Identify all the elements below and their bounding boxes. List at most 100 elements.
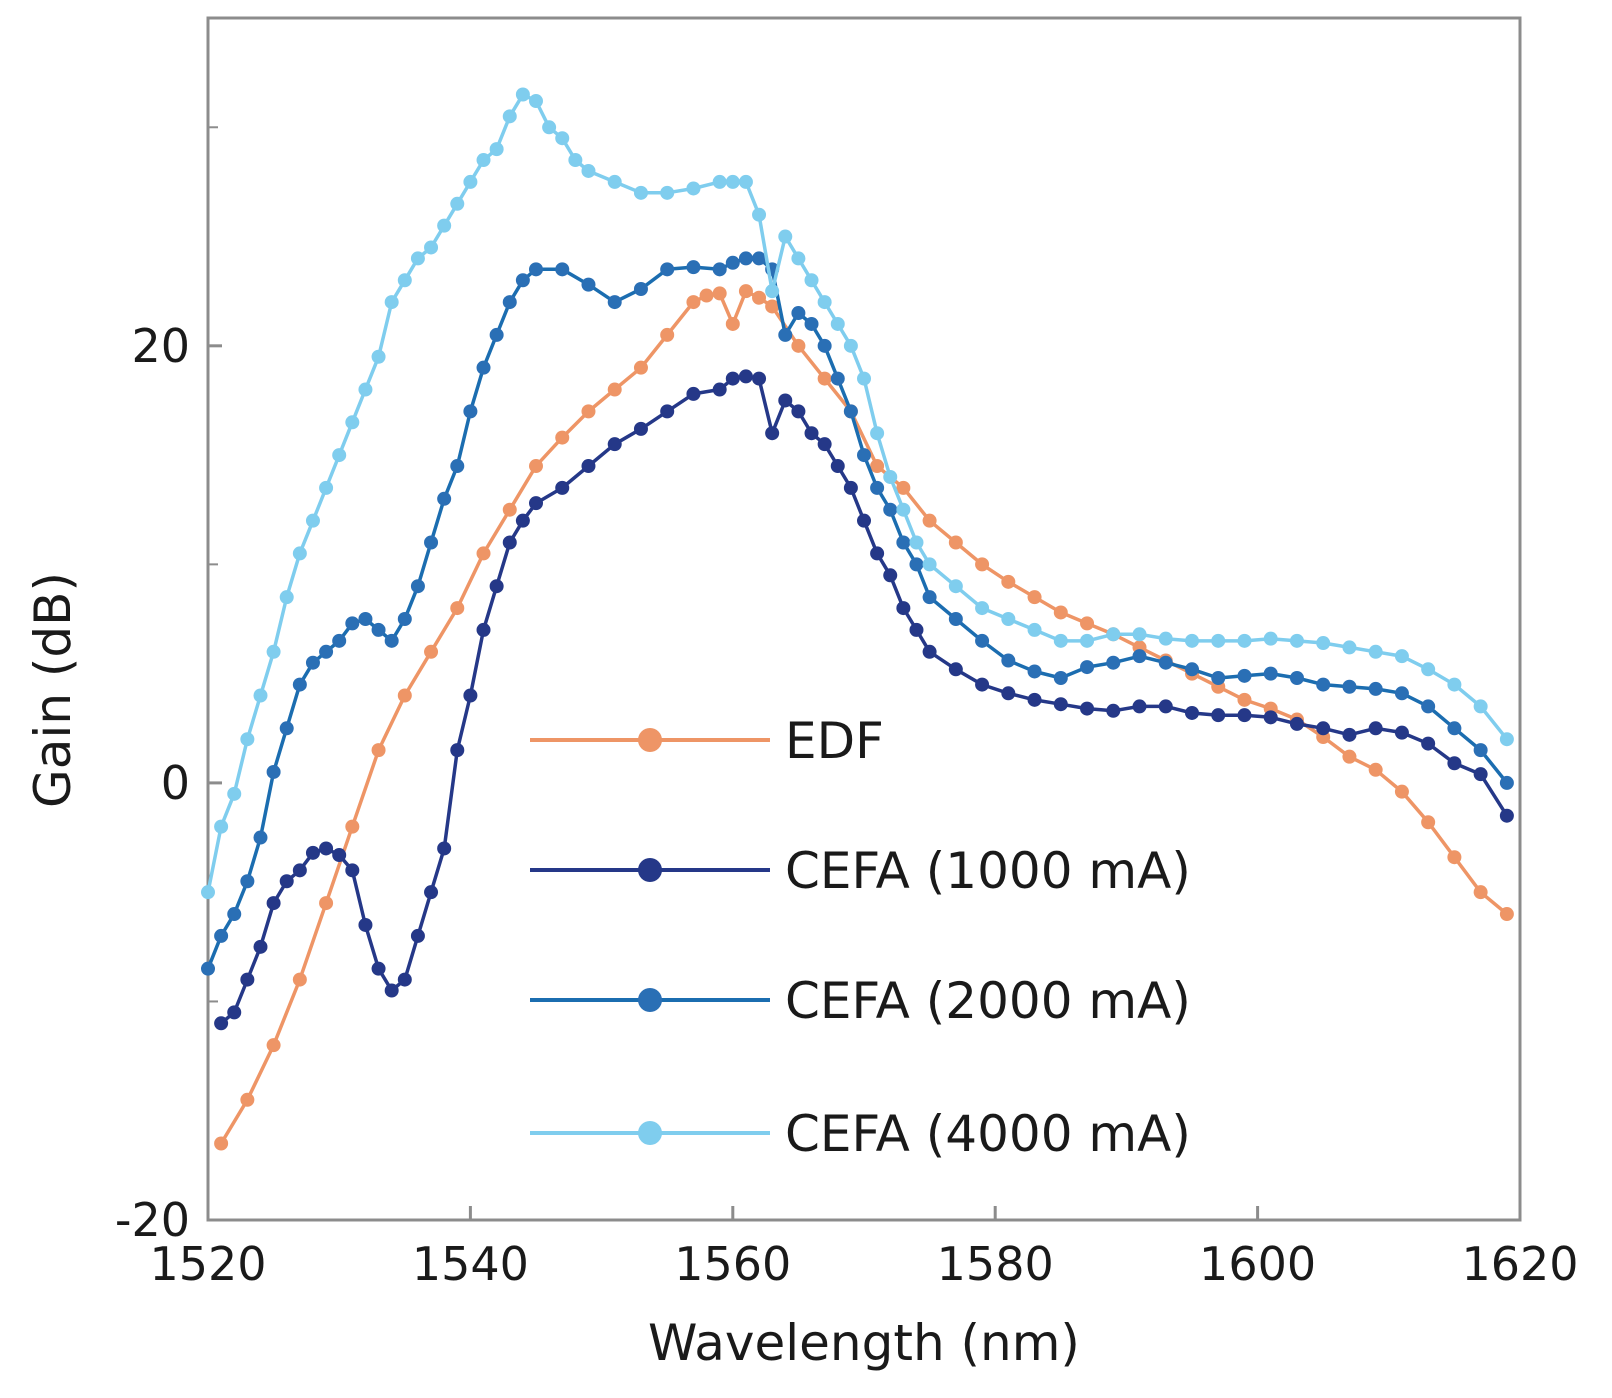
data-point [1342,640,1357,655]
data-point [660,404,675,419]
data-point [738,369,753,384]
data-point [266,644,281,659]
series-line [219,374,1509,1025]
data-point [424,240,439,255]
data-point [633,421,648,436]
data-point [830,316,845,331]
legend-item: CEFA (1000 mA) [530,842,1191,900]
data-point [725,316,740,331]
data-point [476,153,491,168]
data-point [607,437,622,452]
data-point [476,622,491,637]
data-point [1394,784,1409,799]
data-point [922,513,937,528]
data-point [1132,627,1147,642]
data-point [1368,644,1383,659]
data-point [253,688,268,703]
data-point [1080,616,1095,631]
data-point [266,764,281,779]
legend-swatch-marker [638,728,662,752]
data-point [725,255,740,270]
data-point [830,459,845,474]
data-point [1211,708,1226,723]
y-axis-title: Gain (dB) [24,572,82,808]
data-point [791,338,806,353]
x-tick-label: 1580 [937,1237,1054,1291]
data-point [1106,703,1121,718]
data-point [660,185,675,200]
data-point [502,109,517,124]
data-point [201,961,215,976]
data-point [489,579,504,594]
data-point [319,644,334,659]
data-point [1080,701,1095,716]
data-point [476,360,491,375]
data-point [791,404,806,419]
data-point [660,262,675,277]
data-point [1368,721,1383,736]
data-point [896,502,911,517]
series-1 [214,369,1514,1031]
data-point [607,174,622,189]
data-point [1027,622,1042,637]
data-point [896,480,911,495]
data-point [410,251,425,266]
data-point [502,295,517,310]
data-point [397,972,412,987]
data-point [896,535,911,550]
data-point [292,863,307,878]
data-point [463,688,478,703]
data-point [1132,699,1147,714]
plot-area-frame [206,16,1522,1222]
data-point [843,480,858,495]
data-point [1158,655,1173,670]
data-point [909,557,924,572]
data-point [371,349,386,364]
data-point [227,907,242,922]
data-point [201,885,215,900]
data-point [830,371,845,386]
data-point [817,295,832,310]
data-point [529,94,543,109]
series-2 [201,251,1514,976]
legend-label: CEFA (2000 mA) [785,972,1191,1030]
data-point [922,590,937,605]
data-point [397,688,412,703]
data-point [1447,850,1462,865]
data-point [345,819,360,834]
data-point [725,174,740,189]
data-point [1027,664,1042,679]
data-point [266,896,281,911]
data-point [948,662,963,677]
data-point [240,732,255,747]
data-point [765,426,780,441]
data-point [424,644,439,659]
legend-label: EDF [785,712,884,770]
data-point [1473,743,1488,758]
x-axis-title: Wavelength (nm) [648,1314,1080,1372]
data-point [1316,636,1331,651]
data-point [712,382,727,397]
data-point [489,327,504,342]
data-point [1499,732,1514,747]
data-point [1027,692,1042,707]
data-point [909,622,924,637]
data-point [305,845,320,860]
data-point [1001,612,1016,626]
data-point [883,568,898,583]
data-point [424,885,439,900]
data-point [240,1092,255,1107]
data-point [240,972,255,987]
data-point [1185,662,1199,677]
data-point [1316,721,1331,736]
data-point [1237,708,1252,723]
data-point [1185,633,1199,648]
data-point [384,983,399,998]
data-point [1237,668,1252,683]
data-point [791,251,806,266]
data-point [266,1038,281,1053]
data-point [1237,633,1252,648]
data-point [1211,671,1226,686]
data-point [738,174,753,189]
data-point [502,535,517,550]
